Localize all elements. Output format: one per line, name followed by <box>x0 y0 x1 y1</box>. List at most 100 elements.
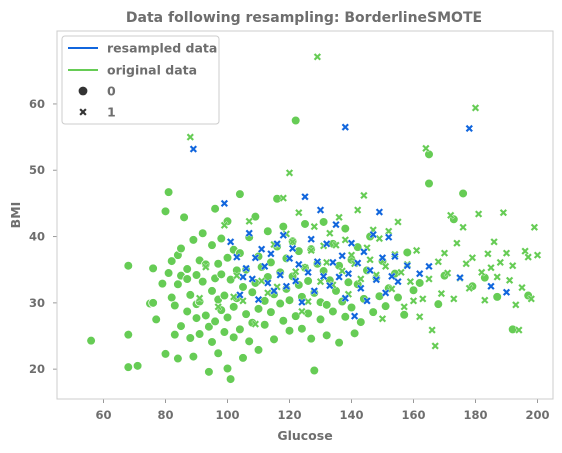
data-point <box>291 276 300 286</box>
data-point <box>307 246 316 255</box>
data-point <box>123 260 134 271</box>
data-point <box>263 278 272 288</box>
data-point <box>465 124 474 133</box>
data-point <box>502 288 511 297</box>
data-point <box>191 313 202 323</box>
data-point <box>160 349 171 359</box>
x-tick-label: 200 <box>525 408 549 422</box>
data-point <box>313 257 322 266</box>
data-point <box>479 272 490 283</box>
data-point <box>291 267 300 276</box>
data-point <box>428 325 437 335</box>
data-point <box>238 272 248 282</box>
data-point <box>204 321 214 332</box>
data-point <box>266 257 276 268</box>
data-point <box>437 289 446 298</box>
data-point <box>322 239 331 248</box>
data-point <box>433 299 444 309</box>
data-point <box>480 296 489 305</box>
data-point <box>312 258 323 269</box>
data-point <box>226 237 235 246</box>
data-point <box>474 209 483 219</box>
data-point <box>201 262 210 272</box>
data-point <box>257 245 266 254</box>
data-point <box>250 211 261 222</box>
data-point <box>222 312 233 323</box>
data-point <box>415 269 424 278</box>
data-point <box>418 294 427 303</box>
data-point <box>533 251 542 260</box>
data-point <box>309 288 320 298</box>
data-point <box>182 274 193 284</box>
data-point <box>421 144 430 153</box>
data-point <box>228 302 239 312</box>
data-point <box>440 249 449 258</box>
data-point <box>220 221 229 230</box>
data-point <box>170 300 180 311</box>
data-point <box>225 374 236 384</box>
data-point <box>353 205 362 215</box>
data-point <box>341 294 350 303</box>
data-point <box>273 239 282 248</box>
data-point <box>290 311 301 321</box>
data-point <box>279 231 288 240</box>
data-point <box>182 264 193 274</box>
data-point <box>406 277 415 286</box>
data-point <box>148 263 158 274</box>
data-point <box>288 244 297 253</box>
data-point <box>316 205 325 215</box>
data-point <box>356 284 365 293</box>
data-point <box>346 302 357 313</box>
legend-label: 1 <box>107 105 116 120</box>
data-point <box>179 212 189 223</box>
data-point <box>319 272 328 281</box>
data-point <box>235 290 244 299</box>
data-point <box>527 294 536 303</box>
data-point <box>409 296 418 305</box>
data-point <box>166 256 177 266</box>
data-point <box>182 306 193 317</box>
data-point <box>194 329 205 339</box>
data-point <box>254 295 263 304</box>
data-point <box>222 363 233 374</box>
data-point <box>431 341 440 351</box>
data-point <box>251 319 260 329</box>
data-point <box>381 288 390 297</box>
data-point <box>375 234 384 243</box>
data-point <box>449 294 458 303</box>
x-tick-label: 100 <box>215 408 239 422</box>
data-point <box>235 189 245 199</box>
data-point <box>276 270 285 280</box>
data-point <box>322 258 331 267</box>
data-point <box>452 239 461 248</box>
data-point <box>173 353 183 364</box>
data-point <box>341 235 350 244</box>
data-point <box>210 316 220 327</box>
data-point <box>378 314 387 323</box>
y-axis-label: BMI <box>8 202 23 229</box>
data-point <box>477 268 486 277</box>
data-point <box>486 282 496 291</box>
x-tick-label: 120 <box>277 408 301 422</box>
data-point <box>321 300 332 310</box>
data-point <box>166 292 177 303</box>
data-point <box>380 301 391 311</box>
data-point <box>204 367 214 377</box>
data-point <box>306 333 317 344</box>
data-point <box>490 237 499 246</box>
y-tick-label: 60 <box>29 97 45 111</box>
data-point <box>315 314 326 325</box>
data-point <box>219 290 230 301</box>
data-point <box>282 282 291 291</box>
data-point <box>347 239 356 248</box>
data-point <box>331 220 341 229</box>
data-point <box>197 276 208 287</box>
x-axis-label: Glucose <box>277 428 332 443</box>
data-point <box>331 241 341 250</box>
data-point <box>443 268 452 278</box>
data-point <box>375 207 384 217</box>
data-point <box>499 208 508 217</box>
data-point <box>263 288 272 297</box>
data-point <box>229 292 238 301</box>
data-point <box>399 309 410 320</box>
